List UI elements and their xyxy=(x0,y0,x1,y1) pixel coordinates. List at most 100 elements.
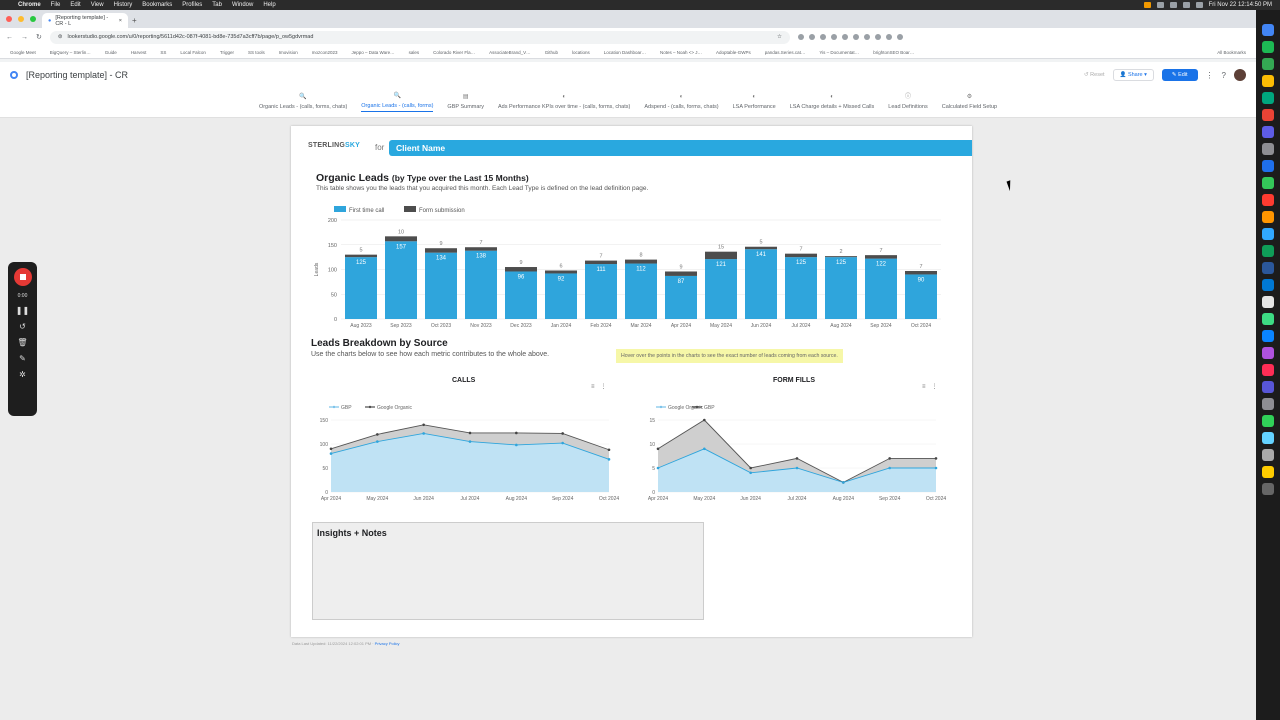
dock-app-icon[interactable] xyxy=(1262,449,1274,461)
dock-app-icon[interactable] xyxy=(1262,483,1274,495)
dock-app-icon[interactable] xyxy=(1262,109,1274,121)
privacy-policy-link[interactable]: Privacy Policy xyxy=(374,641,400,646)
dock-app-icon[interactable] xyxy=(1262,41,1274,53)
dock-app-icon[interactable] xyxy=(1262,364,1274,376)
bookmark-item[interactable]: SS xyxy=(160,49,167,55)
dock-app-icon[interactable] xyxy=(1262,228,1274,240)
extension-icon[interactable] xyxy=(808,34,815,40)
pen-icon[interactable]: ✎ xyxy=(19,354,26,363)
page-tab[interactable]: ▤ GBP Summary xyxy=(447,93,484,112)
browser-tab[interactable]: ● [Reporting template] - CR - L × xyxy=(42,13,128,28)
bookmark-item[interactable]: Colorado River Fla… xyxy=(433,49,476,55)
bar-first-time-call[interactable] xyxy=(385,241,417,319)
bar-form-submission[interactable] xyxy=(425,248,457,253)
dock-app-icon[interactable] xyxy=(1262,330,1274,342)
data-point[interactable] xyxy=(656,466,660,470)
status-icon[interactable] xyxy=(1156,2,1164,8)
maximize-window-icon[interactable] xyxy=(30,16,36,22)
data-point[interactable] xyxy=(934,466,938,470)
bar-first-time-call[interactable] xyxy=(865,258,897,319)
extension-icon[interactable] xyxy=(885,34,892,40)
menu-history[interactable]: History xyxy=(113,2,133,8)
extension-icon[interactable] xyxy=(841,34,848,40)
data-point[interactable] xyxy=(561,432,564,435)
data-point[interactable] xyxy=(422,423,425,427)
data-point[interactable] xyxy=(842,481,845,484)
calls-area-chart[interactable]: GBP Google Organic 0 50 100 150 Apr 2024 May 20… xyxy=(311,396,621,506)
organic-leads-bar-chart[interactable]: First time call Form submission 0 50 100 150 2… xyxy=(306,204,946,334)
data-point[interactable] xyxy=(468,440,472,443)
forward-icon[interactable]: → xyxy=(21,33,28,41)
page-tab[interactable]: ◐ Adspend - (calls, forms, chats) xyxy=(644,94,718,112)
edit-button[interactable]: ✎ Edit xyxy=(1161,69,1198,81)
dock-app-icon[interactable] xyxy=(1262,347,1274,359)
bookmark-item[interactable]: SS tools xyxy=(247,49,265,55)
bar-first-time-call[interactable] xyxy=(705,259,737,319)
reload-icon[interactable]: ↻ xyxy=(36,34,42,41)
data-point[interactable] xyxy=(515,443,518,447)
status-icon[interactable] xyxy=(1143,2,1151,8)
dock-app-icon[interactable] xyxy=(1262,143,1274,155)
data-point[interactable] xyxy=(888,466,891,470)
extension-icon[interactable] xyxy=(874,34,881,40)
dock-app-icon[interactable] xyxy=(1262,194,1274,206)
bar-first-time-call[interactable] xyxy=(905,274,937,319)
bar-first-time-call[interactable] xyxy=(545,273,577,319)
new-tab-icon[interactable]: + xyxy=(132,16,137,25)
extension-icon[interactable] xyxy=(863,34,870,40)
dock-app-icon[interactable] xyxy=(1262,126,1274,138)
reset-button[interactable]: ↺ Reset xyxy=(1084,72,1105,78)
looker-studio-logo-icon[interactable] xyxy=(10,71,18,79)
bookmark-item[interactable]: Google Meet xyxy=(10,49,36,55)
bar-form-submission[interactable] xyxy=(665,271,697,276)
bar-form-submission[interactable] xyxy=(705,251,737,260)
dock-app-icon[interactable] xyxy=(1262,92,1274,104)
bar-form-submission[interactable] xyxy=(545,270,577,274)
bar-first-time-call[interactable] xyxy=(425,252,457,319)
data-point[interactable] xyxy=(561,441,564,445)
delete-icon[interactable]: 🗑 xyxy=(17,338,28,347)
all-bookmarks-button[interactable]: All Bookmarks xyxy=(1217,49,1246,55)
data-point[interactable] xyxy=(703,418,706,422)
bookmark-item[interactable]: Notes – Noah <> J… xyxy=(660,49,703,55)
bookmark-item[interactable]: Location Dashboar… xyxy=(603,49,646,55)
more-options-icon[interactable]: ⋮ xyxy=(1205,70,1214,80)
data-point[interactable] xyxy=(329,452,333,455)
page-tab[interactable]: ◐ LSA Performance xyxy=(733,94,776,112)
battery-icon[interactable] xyxy=(1195,2,1203,8)
page-tab[interactable]: ⚙ Calculated Field Setup xyxy=(942,93,997,112)
extension-icon[interactable] xyxy=(797,34,804,40)
dock-app-icon[interactable] xyxy=(1262,58,1274,70)
dock-app-icon[interactable] xyxy=(1262,262,1274,274)
restart-icon[interactable]: ↺ xyxy=(19,322,26,331)
dock-app-icon[interactable] xyxy=(1262,313,1274,325)
data-point[interactable] xyxy=(795,457,799,460)
data-point[interactable] xyxy=(888,457,891,460)
close-window-icon[interactable] xyxy=(6,16,12,22)
bar-form-submission[interactable] xyxy=(785,253,817,258)
more-options-icon[interactable]: ⋮ xyxy=(931,384,944,390)
avatar[interactable] xyxy=(1234,69,1246,81)
area-google-organic[interactable] xyxy=(658,448,936,492)
menu-profiles[interactable]: Profiles xyxy=(182,2,203,8)
data-point[interactable] xyxy=(703,447,706,451)
menu-window[interactable]: Window xyxy=(231,2,254,8)
bar-form-submission[interactable] xyxy=(745,246,777,250)
dock-app-icon[interactable] xyxy=(1262,432,1274,444)
bookmark-item[interactable]: Harvest xyxy=(130,49,147,55)
effects-icon[interactable]: ✲ xyxy=(19,370,26,379)
menu-file[interactable]: File xyxy=(50,2,61,8)
page-tab[interactable]: ◐ LSA Charge details + Missed Calls xyxy=(790,94,875,112)
bar-first-time-call[interactable] xyxy=(625,263,657,319)
bookmark-star-icon[interactable]: ☆ xyxy=(776,34,782,40)
wifi-icon[interactable] xyxy=(1182,2,1190,8)
filter-icon[interactable]: ≡ xyxy=(591,384,601,390)
address-bar[interactable]: ⊜ lookerstudio.google.com/u/0/reporting/… xyxy=(49,30,790,44)
dock-app-icon[interactable] xyxy=(1262,75,1274,87)
bookmark-item[interactable]: Local Falcon xyxy=(180,49,206,55)
record-stop-button[interactable] xyxy=(13,268,32,286)
data-point[interactable] xyxy=(749,471,752,475)
extension-icon[interactable] xyxy=(896,34,903,40)
menu-bookmarks[interactable]: Bookmarks xyxy=(142,2,173,8)
dock-app-icon[interactable] xyxy=(1262,160,1274,172)
